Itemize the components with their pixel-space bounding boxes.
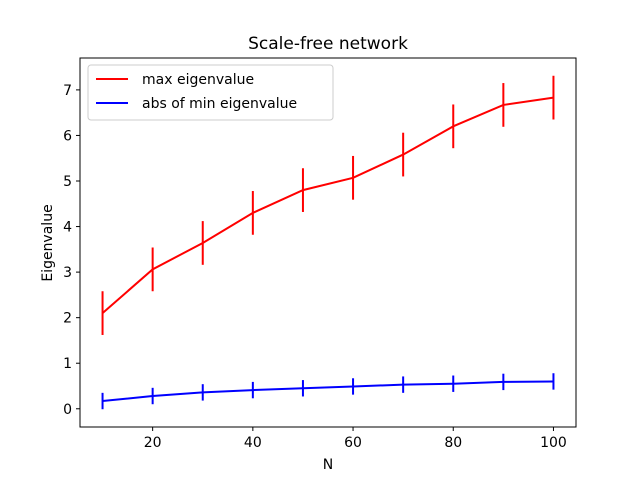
chart-title: Scale-free network bbox=[248, 34, 408, 54]
y-tick-label: 2 bbox=[63, 311, 72, 327]
y-tick-label: 5 bbox=[63, 174, 72, 190]
x-axis: 20 40 60 80 100 bbox=[144, 427, 567, 451]
series-line bbox=[102, 380, 554, 403]
x-axis-label: N bbox=[323, 457, 333, 473]
series-2 bbox=[101, 373, 555, 410]
plot-frame bbox=[79, 57, 577, 428]
series-1 bbox=[101, 75, 555, 335]
legend-label: max eigenvalue bbox=[142, 72, 254, 88]
x-tick-label: 100 bbox=[540, 435, 567, 451]
x-tick-label: 40 bbox=[244, 435, 262, 451]
series-line bbox=[101, 96, 554, 314]
y-tick-label: 7 bbox=[63, 83, 72, 99]
x-tick-label: 20 bbox=[144, 435, 162, 451]
plot-area bbox=[101, 75, 555, 410]
y-axis-label: Eigenvalue bbox=[40, 204, 56, 281]
legend-label: abs of min eigenvalue bbox=[142, 96, 297, 112]
x-tick-label: 60 bbox=[344, 435, 362, 451]
y-axis: 0 1 2 3 4 5 6 7 bbox=[63, 83, 80, 418]
y-tick-label: 3 bbox=[63, 265, 72, 281]
legend: max eigenvalue abs of min eigenvalue bbox=[87, 64, 334, 121]
legend-box bbox=[87, 64, 334, 121]
y-tick-label: 1 bbox=[63, 356, 72, 372]
y-tick-label: 0 bbox=[63, 402, 72, 418]
x-tick-label: 80 bbox=[444, 435, 462, 451]
y-tick-label: 6 bbox=[63, 128, 72, 144]
y-tick-label: 4 bbox=[63, 220, 72, 236]
